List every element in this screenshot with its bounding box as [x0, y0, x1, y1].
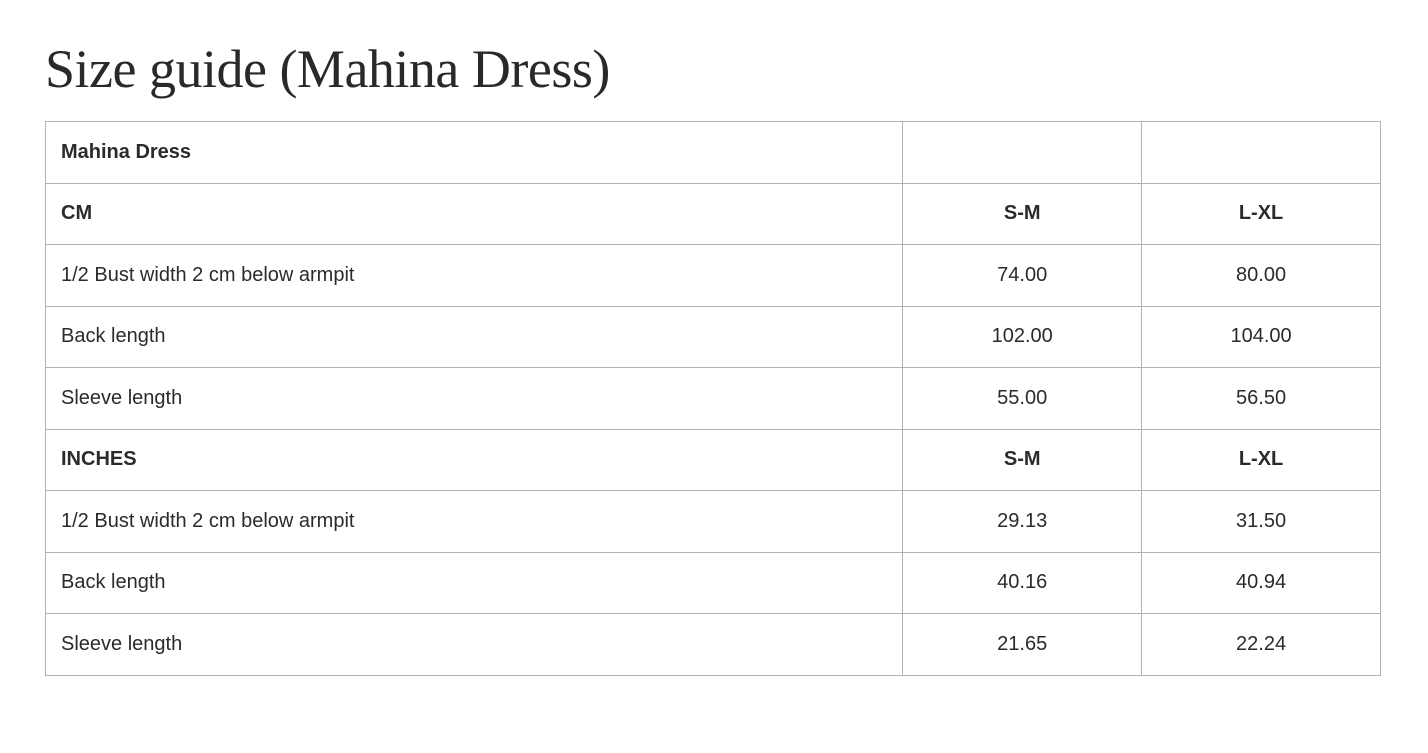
table-cell — [1141, 121, 1381, 184]
table-cell: L-XL — [1141, 182, 1381, 245]
table-cell: S-M — [902, 182, 1143, 245]
table-row: 1/2 Bust width 2 cm below armpit 74.00 80.… — [44, 244, 1381, 307]
table-cell: 55.00 — [902, 367, 1143, 430]
table-cell: 40.94 — [1141, 551, 1381, 614]
table-cell: Sleeve length — [44, 367, 904, 430]
table-cell: Mahina Dress — [44, 121, 904, 184]
table-row: Back length 40.16 40.94 — [44, 551, 1381, 614]
table-cell: 21.65 — [902, 613, 1143, 676]
table-cell: 56.50 — [1141, 367, 1381, 430]
table-cell: L-XL — [1141, 428, 1381, 491]
size-guide-table: Mahina Dress CM S-M L-XL 1/2 Bust width 2 cm… — [44, 121, 1381, 676]
table-cell — [902, 121, 1143, 184]
table-header-row: Mahina Dress — [44, 121, 1381, 184]
table-row: 1/2 Bust width 2 cm below armpit 29.13 31.… — [44, 490, 1381, 553]
table-cell: 74.00 — [902, 244, 1143, 307]
table-cell: Back length — [44, 305, 904, 368]
table-cell: 1/2 Bust width 2 cm below armpit — [44, 244, 904, 307]
table-row: Sleeve length 21.65 22.24 — [44, 613, 1381, 676]
table-cell: Back length — [44, 551, 904, 614]
table-row: Sleeve length 55.00 56.50 — [44, 367, 1381, 430]
table-cell: 40.16 — [902, 551, 1143, 614]
table-cell: Sleeve length — [44, 613, 904, 676]
table-cell: CM — [44, 182, 904, 245]
table-row: Back length 102.00 104.00 — [44, 305, 1381, 368]
table-cell: 102.00 — [902, 305, 1143, 368]
table-cell: INCHES — [44, 428, 904, 491]
table-header-row: CM S-M L-XL — [44, 182, 1381, 245]
table-cell: 80.00 — [1141, 244, 1381, 307]
page-title: Size guide (Mahina Dress) — [45, 39, 610, 99]
table-cell: S-M — [902, 428, 1143, 491]
table-cell: 31.50 — [1141, 490, 1381, 553]
table-cell: 104.00 — [1141, 305, 1381, 368]
table-header-row: INCHES S-M L-XL — [44, 428, 1381, 491]
table-cell: 29.13 — [902, 490, 1143, 553]
table-cell: 22.24 — [1141, 613, 1381, 676]
table-cell: 1/2 Bust width 2 cm below armpit — [44, 490, 904, 553]
